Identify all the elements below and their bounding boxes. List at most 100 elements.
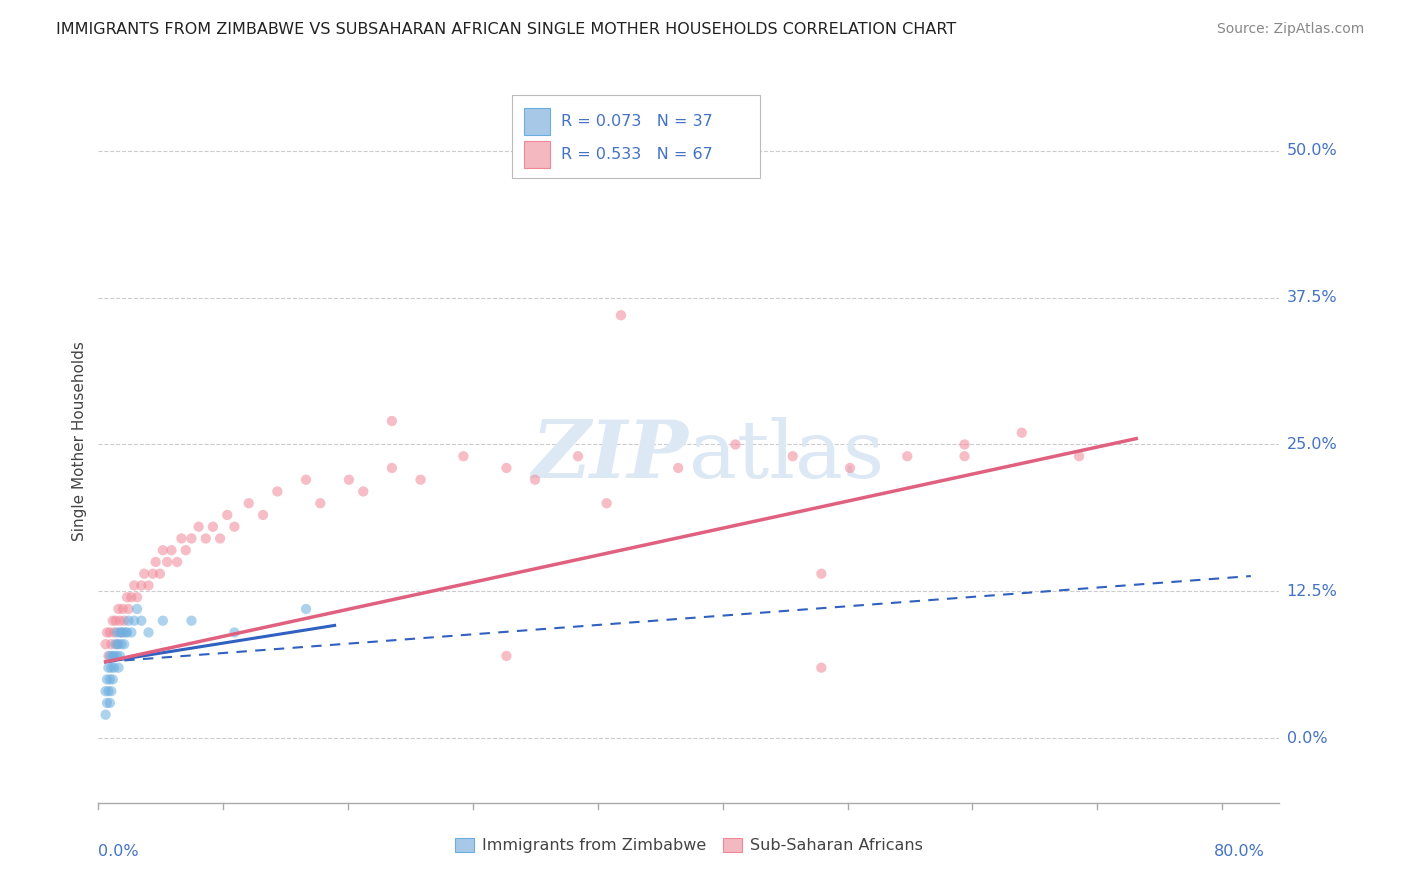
Point (138, 625, 160, 640)
Point (839, 461, 862, 475)
Point (98, 673, 121, 687)
Point (595, 496, 617, 510)
Point (252, 508, 274, 522)
Point (97, 648, 120, 663)
Point (101, 648, 124, 663)
Point (96, 673, 118, 687)
Point (194, 532, 217, 546)
Point (495, 648, 517, 663)
Point (149, 566, 172, 581)
Point (108, 648, 131, 663)
Point (122, 578, 145, 592)
Point (101, 614, 124, 628)
Point (111, 625, 134, 640)
Point (98, 696, 121, 710)
Point (96, 625, 118, 640)
Point (156, 555, 179, 569)
Point (152, 614, 174, 628)
Point (104, 637, 127, 651)
Text: atlas: atlas (689, 417, 884, 495)
Point (107, 602, 129, 616)
Point (295, 602, 318, 616)
Point (120, 591, 142, 605)
Point (100, 637, 122, 651)
Point (112, 637, 135, 651)
Point (201, 519, 224, 533)
Text: 37.5%: 37.5% (1286, 290, 1337, 305)
Point (104, 614, 127, 628)
Point (114, 625, 136, 640)
Text: Source: ZipAtlas.com: Source: ZipAtlas.com (1216, 22, 1364, 37)
Point (111, 602, 134, 616)
Point (145, 555, 167, 569)
Text: 50.0%: 50.0% (1286, 144, 1337, 158)
Point (810, 661, 832, 675)
Point (953, 437, 976, 451)
Bar (523, 141, 550, 169)
Point (100, 684, 122, 698)
Point (337, 473, 360, 487)
Point (666, 144, 689, 158)
Point (238, 496, 260, 510)
Point (381, 414, 404, 428)
Point (724, 437, 747, 451)
Text: R = 0.533   N = 67: R = 0.533 N = 67 (561, 147, 713, 162)
Point (131, 578, 153, 592)
Point (105, 648, 128, 663)
Point (174, 543, 197, 558)
Text: 12.5%: 12.5% (1286, 584, 1337, 599)
FancyBboxPatch shape (512, 95, 759, 178)
Point (115, 625, 138, 640)
Point (98, 625, 121, 640)
Point (180, 614, 202, 628)
Point (309, 496, 332, 510)
Point (567, 449, 589, 463)
Point (120, 625, 142, 640)
Point (94, 637, 117, 651)
Point (97, 684, 120, 698)
Text: IMMIGRANTS FROM ZIMBABWE VS SUBSAHARAN AFRICAN SINGLE MOTHER HOUSEHOLDS CORRELAT: IMMIGRANTS FROM ZIMBABWE VS SUBSAHARAN A… (56, 22, 956, 37)
Text: 0.0%: 0.0% (98, 844, 139, 859)
Point (266, 484, 288, 499)
Point (117, 614, 139, 628)
Point (166, 555, 188, 569)
Point (96, 696, 118, 710)
Point (103, 625, 125, 640)
Point (105, 637, 128, 651)
Point (224, 519, 246, 533)
Point (94, 707, 117, 722)
Point (170, 532, 193, 546)
Point (97, 661, 120, 675)
Point (112, 614, 135, 628)
Point (100, 661, 122, 675)
Point (666, 461, 689, 475)
Point (103, 648, 125, 663)
Point (110, 625, 132, 640)
Point (138, 578, 160, 592)
Point (1011, 425, 1033, 440)
Point (115, 591, 138, 605)
Point (98, 648, 121, 663)
Point (108, 614, 131, 628)
Text: 0.0%: 0.0% (1286, 731, 1327, 746)
Point (209, 532, 232, 546)
Point (180, 532, 202, 546)
Point (134, 566, 156, 581)
Point (152, 543, 174, 558)
Point (187, 519, 209, 533)
Point (409, 473, 432, 487)
Point (101, 673, 124, 687)
Point (108, 625, 131, 640)
Point (782, 449, 804, 463)
Point (117, 602, 139, 616)
Point (160, 543, 183, 558)
Point (495, 461, 517, 475)
Point (224, 625, 246, 640)
Point (1067, 449, 1090, 463)
Point (94, 684, 117, 698)
Bar (523, 108, 550, 136)
Point (953, 449, 976, 463)
Point (105, 625, 128, 640)
Point (107, 637, 129, 651)
Point (103, 661, 125, 675)
